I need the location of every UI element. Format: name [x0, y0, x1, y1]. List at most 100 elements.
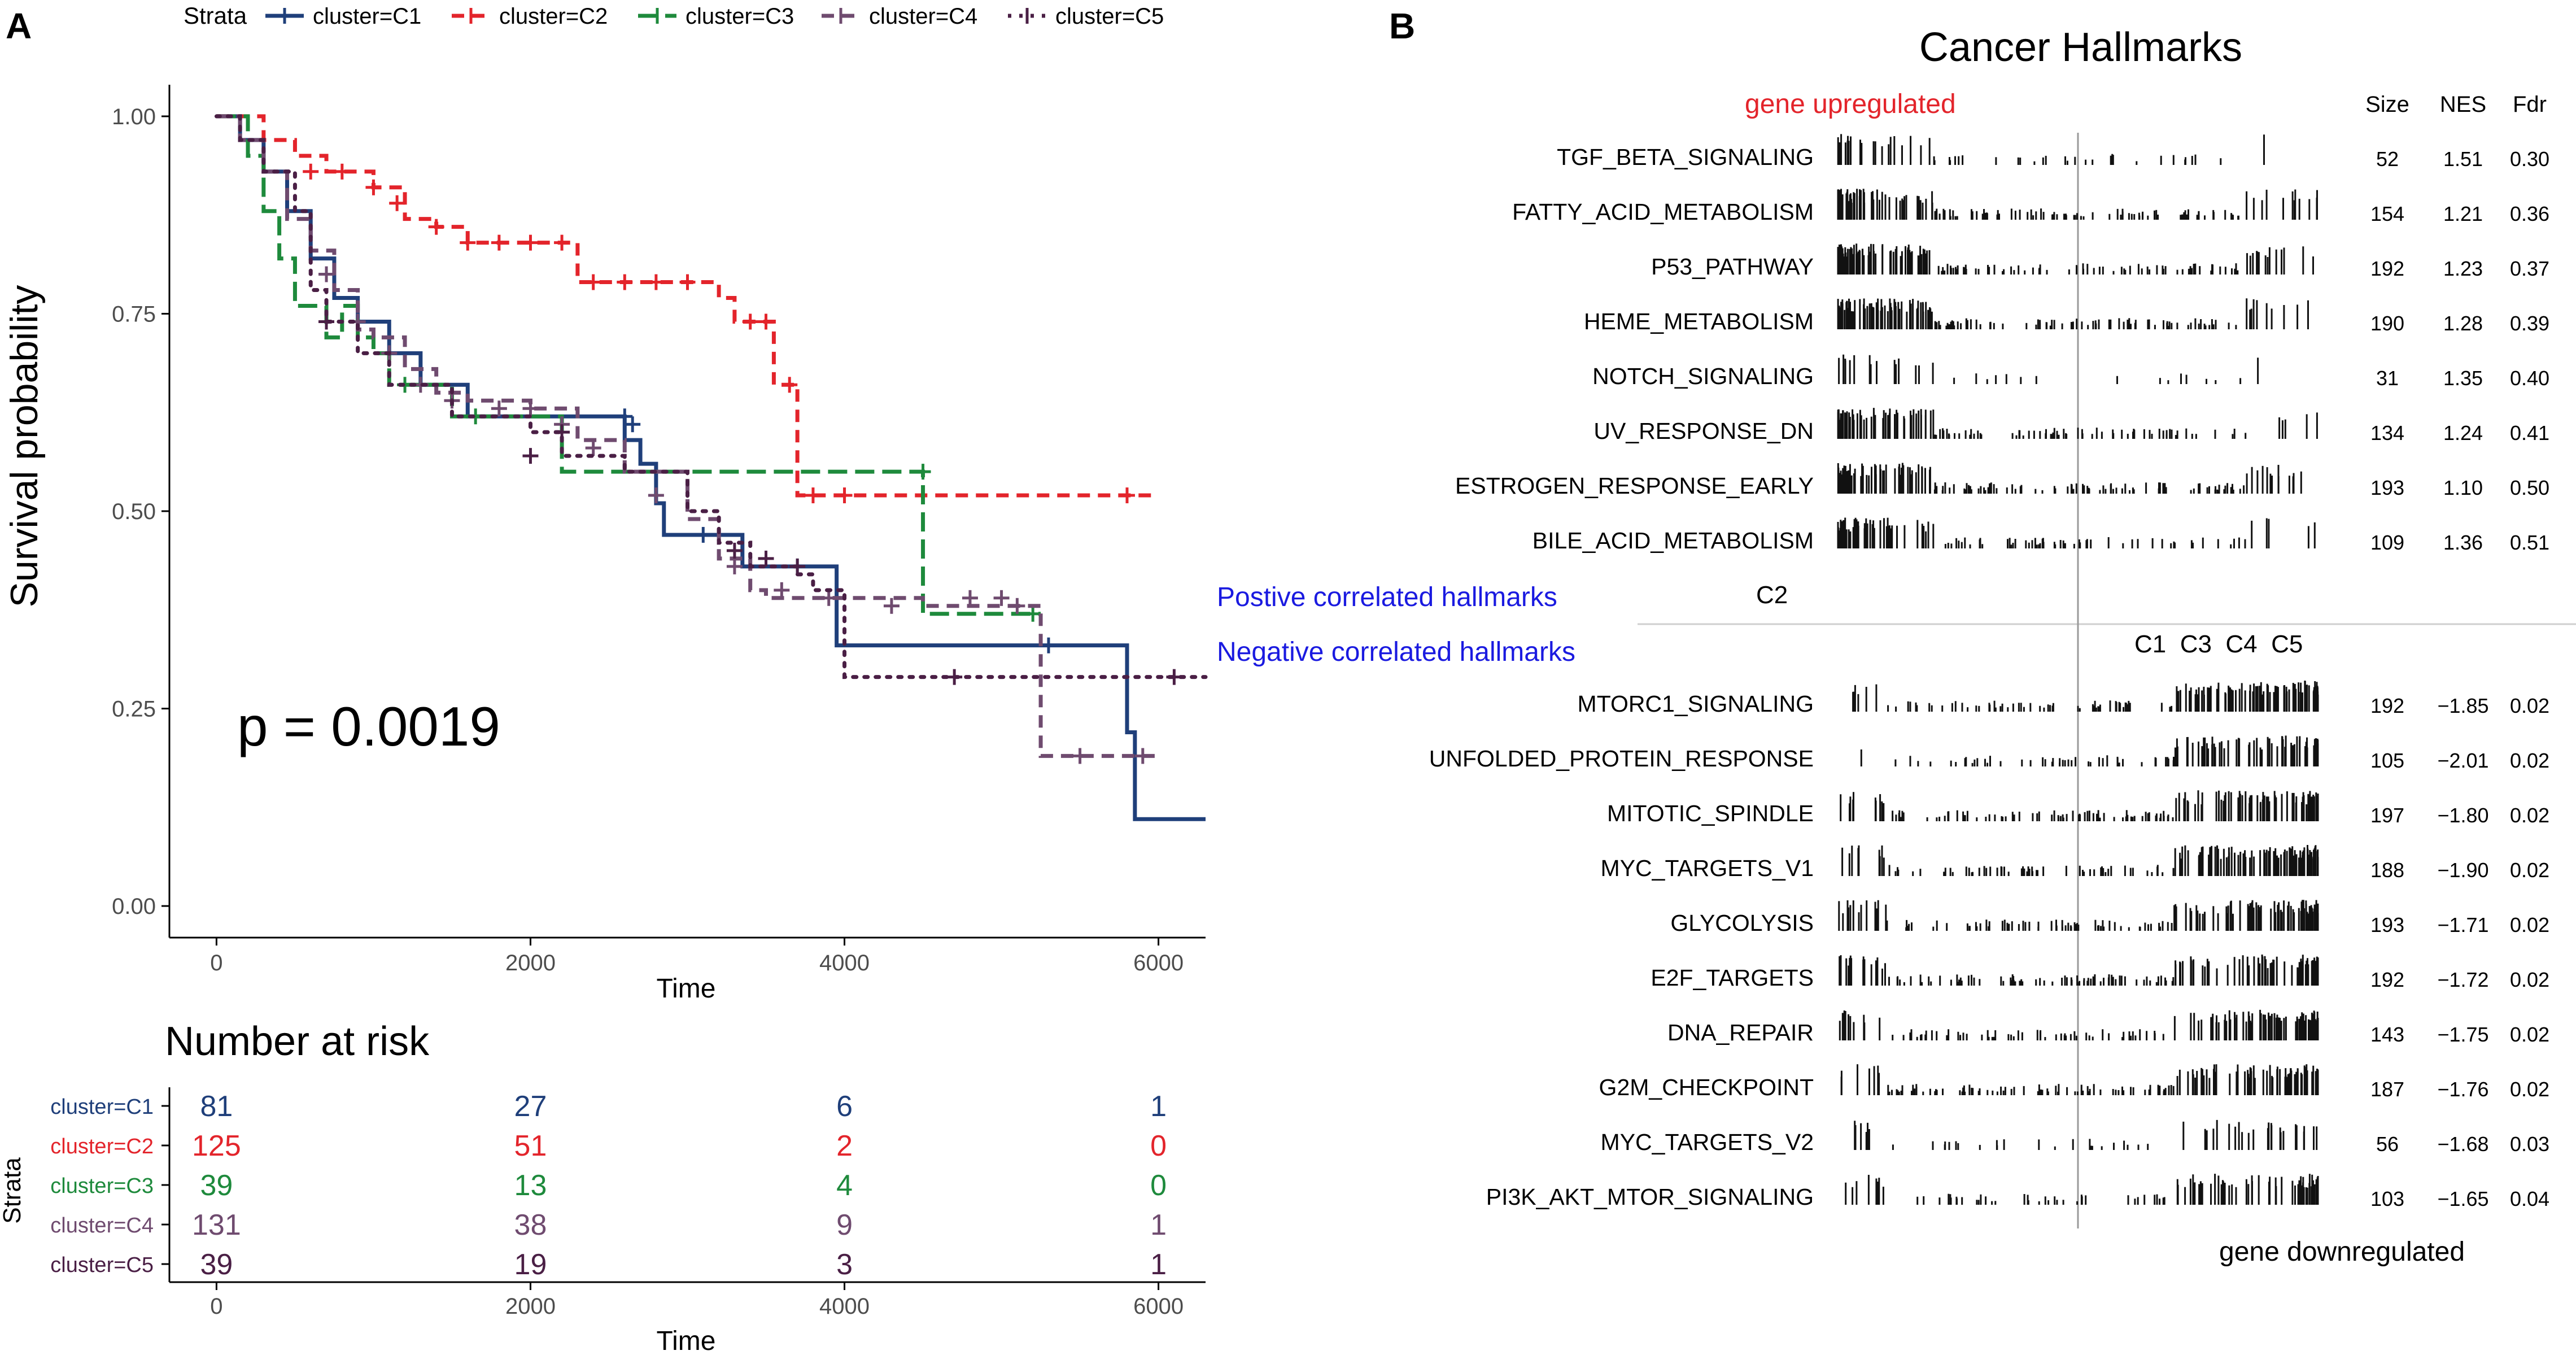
- km-censor-mark: [428, 219, 444, 235]
- nes-value: −1.71: [2437, 913, 2488, 936]
- km-y-tick-label: 0.50: [112, 499, 156, 524]
- km-censor-mark: [365, 179, 382, 195]
- risk-row-label: cluster=C3: [50, 1174, 154, 1198]
- km-x-tick-label: 2000: [505, 951, 556, 975]
- fdr-value: 0.51: [2510, 531, 2549, 554]
- hallmark-name: MITOTIC_SPINDLE: [1607, 800, 1814, 826]
- km-y-tick-label: 1.00: [112, 104, 156, 129]
- fdr-value: 0.30: [2510, 147, 2549, 171]
- fdr-value: 0.36: [2510, 202, 2549, 225]
- km-censor-mark: [758, 550, 774, 567]
- size-value: 190: [2370, 312, 2404, 335]
- km-censor-mark: [625, 416, 641, 433]
- hallmark-name: UNFOLDED_PROTEIN_RESPONSE: [1429, 746, 1814, 772]
- hallmark-name: UV_RESPONSE_DN: [1593, 418, 1814, 444]
- legend-title: Strata: [184, 2, 247, 29]
- fdr-value: 0.02: [2510, 1023, 2549, 1046]
- barcode: [1840, 790, 2319, 821]
- negative-hallmarks-label: Negative correlated hallmarks: [1217, 637, 1575, 667]
- km-censor-mark: [679, 274, 696, 290]
- size-value: 187: [2370, 1078, 2404, 1101]
- positive-hallmarks-label: Postive correlated hallmarks: [1217, 582, 1557, 612]
- km-censor-mark: [946, 669, 963, 685]
- gsea-row: NOTCH_SIGNALING 31 1.35 0.40: [1592, 354, 2549, 390]
- gsea-row: MTORC1_SIGNALING 192 −1.85 0.02: [1578, 681, 2549, 717]
- gsea-row: UV_RESPONSE_DN 134 1.24 0.41: [1593, 408, 2549, 445]
- nes-value: −1.68: [2437, 1132, 2488, 1156]
- barcode: [1841, 845, 2319, 876]
- km-censor-mark: [726, 542, 743, 559]
- fdr-value: 0.37: [2510, 257, 2549, 280]
- gsea-row: PI3K_AKT_MTOR_SIGNALING 103 −1.65 0.04: [1486, 1174, 2549, 1210]
- nes-value: −1.80: [2437, 804, 2488, 827]
- barcode: [1837, 134, 2265, 165]
- fdr-value: 0.03: [2510, 1132, 2549, 1156]
- km-legend: Strata cluster=C1 cluster=C2 cluster=C3 clu…: [184, 2, 1164, 29]
- km-censor-mark: [962, 590, 978, 606]
- km-censor-mark: [648, 487, 664, 504]
- nes-value: −1.75: [2437, 1023, 2488, 1046]
- size-value: 52: [2376, 147, 2399, 171]
- barcode: [1837, 298, 2309, 329]
- risk-cell: 4: [836, 1169, 853, 1202]
- km-censor-mark: [915, 464, 931, 480]
- size-value: 109: [2370, 531, 2404, 554]
- risk-cell: 81: [200, 1090, 233, 1123]
- km-censor-mark: [318, 266, 335, 282]
- km-x-tick-label: 0: [210, 951, 222, 975]
- legend-label-c5: cluster=C5: [1055, 4, 1164, 29]
- size-value: 31: [2376, 367, 2399, 390]
- risk-row-label: cluster=C5: [50, 1253, 154, 1277]
- risk-cell: 38: [514, 1209, 547, 1241]
- hallmark-name: HEME_METABOLISM: [1584, 308, 1814, 334]
- legend-label-c1: cluster=C1: [313, 4, 421, 29]
- km-censor-mark: [1134, 748, 1151, 764]
- km-y-tick-label: 0.25: [112, 697, 156, 722]
- km-censor-mark: [758, 313, 774, 330]
- barcode: [1839, 955, 2319, 986]
- fdr-value: 0.02: [2510, 1078, 2549, 1101]
- km-censor-mark: [617, 274, 633, 290]
- km-y-label: Survival probability: [3, 285, 46, 608]
- gsea-row: G2M_CHECKPOINT 187 −1.76 0.02: [1599, 1064, 2549, 1101]
- risk-x-tick-label: 6000: [1133, 1294, 1184, 1319]
- gsea-row: TGF_BETA_SIGNALING 52 1.51 0.30: [1557, 134, 2549, 171]
- risk-cell: 3: [836, 1248, 853, 1281]
- barcode: [1837, 517, 2316, 548]
- barcode: [1837, 463, 2302, 494]
- risk-cell: 6: [836, 1090, 853, 1123]
- km-censor-mark: [789, 558, 806, 574]
- nes-value: 1.28: [2443, 312, 2483, 335]
- risk-cell: 13: [514, 1169, 547, 1202]
- size-value: 134: [2370, 421, 2404, 445]
- km-censor-mark: [585, 440, 601, 456]
- nes-value: 1.21: [2443, 202, 2483, 225]
- barcode: [1854, 1119, 2318, 1150]
- risk-cell: 39: [200, 1248, 233, 1281]
- km-x-tick-label: 6000: [1133, 951, 1184, 975]
- km-censor-mark: [585, 274, 601, 290]
- km-censor-mark: [805, 487, 821, 504]
- barcode: [1837, 243, 2314, 275]
- km-censor-mark: [491, 400, 507, 417]
- km-censor-mark: [648, 274, 664, 290]
- km-censor-mark: [1040, 637, 1056, 653]
- column-header-nes: NES: [2440, 92, 2486, 117]
- fdr-value: 0.39: [2510, 312, 2549, 335]
- gsea-row: ESTROGEN_RESPONSE_EARLY 193 1.10 0.50: [1455, 463, 2549, 499]
- legend-label-c4: cluster=C4: [869, 4, 977, 29]
- km-censor-mark: [554, 424, 570, 441]
- hallmark-name: ESTROGEN_RESPONSE_EARLY: [1455, 473, 1814, 499]
- barcode: [1845, 1174, 2319, 1205]
- gsea-column-headers: Size NES Fdr: [2365, 92, 2547, 117]
- column-header-size: Size: [2365, 92, 2409, 117]
- risk-table: Number at risk Strata cluster=C1 81 27 6 1cl…: [0, 1019, 1206, 1355]
- risk-row-label: cluster=C4: [50, 1214, 154, 1238]
- risk-cell: 51: [514, 1130, 547, 1162]
- km-y-ticks: 0.00 0.25 0.50 0.75 1.00: [112, 104, 169, 919]
- gsea-row: HEME_METABOLISM 190 1.28 0.39: [1584, 298, 2549, 335]
- gsea-row: UNFOLDED_PROTEIN_RESPONSE 105 −2.01 0.02: [1429, 735, 2549, 772]
- positive-cluster-label: C2: [1756, 581, 1788, 609]
- gsea-row: FATTY_ACID_METABOLISM 154 1.21 0.36: [1512, 189, 2549, 225]
- nes-value: 1.36: [2443, 531, 2483, 554]
